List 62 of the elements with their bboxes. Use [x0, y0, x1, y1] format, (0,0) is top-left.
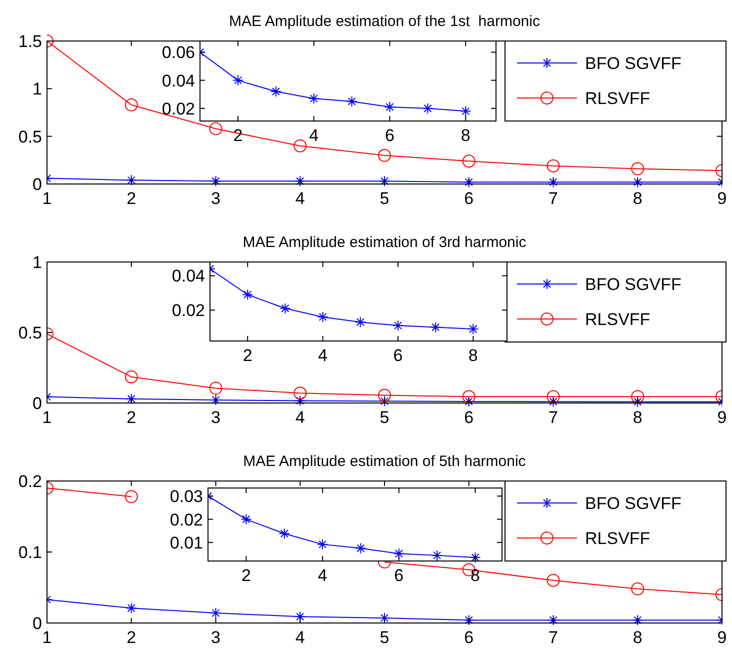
- legend-label: BFO SGVFF: [585, 494, 682, 513]
- y-tick-label: 1: [32, 80, 42, 99]
- x-tick-label: 5: [380, 628, 390, 647]
- x-tick-label: 6: [464, 628, 474, 647]
- x-tick-label: 9: [717, 408, 727, 427]
- y-tick-label: 0.04: [172, 266, 205, 286]
- x-tick-label: 6: [385, 126, 394, 145]
- chart-title: MAE Amplitude estimation of 3rd harmonic: [242, 234, 527, 251]
- legend-label: RLSVFF: [585, 310, 650, 329]
- y-tick-label: 0.2: [18, 472, 42, 491]
- chart-title: MAE Amplitude estimation of 5th harmonic: [243, 453, 526, 470]
- y-tick-label: 0.04: [162, 71, 195, 90]
- x-tick-label: 8: [632, 408, 642, 427]
- y-tick-label: 0: [32, 175, 42, 194]
- legend-label: RLSVFF: [585, 89, 650, 108]
- x-tick-label: 8: [632, 189, 642, 208]
- y-tick-label: 1.5: [18, 32, 42, 51]
- x-tick-label: 3: [211, 408, 220, 427]
- x-tick-label: 8: [632, 628, 642, 647]
- x-tick-label: 7: [548, 628, 558, 647]
- x-tick-label: 8: [460, 126, 470, 145]
- y-tick-label: 0: [32, 394, 42, 413]
- y-tick-label: 0.03: [170, 487, 203, 506]
- y-tick-label: 0.5: [18, 324, 42, 342]
- x-tick-label: 2: [242, 346, 252, 365]
- x-tick-label: 7: [548, 408, 558, 427]
- y-tick-label: 0.02: [162, 99, 195, 118]
- x-tick-label: 6: [393, 346, 403, 365]
- y-tick-label: 0.06: [162, 43, 195, 62]
- x-tick-label: 6: [464, 189, 474, 208]
- legend-label: BFO SGVFF: [585, 275, 682, 294]
- y-tick-label: 0: [32, 614, 42, 633]
- x-tick-label: 6: [464, 408, 474, 427]
- x-tick-label: 4: [318, 346, 328, 365]
- x-tick-label: 4: [295, 408, 305, 427]
- y-tick-label: 0.02: [170, 510, 203, 530]
- x-tick-label: 2: [126, 628, 136, 647]
- x-tick-label: 2: [241, 566, 251, 585]
- legend-label: RLSVFF: [585, 529, 650, 548]
- x-tick-label: 9: [717, 628, 727, 647]
- x-tick-label: 5: [380, 408, 390, 427]
- x-tick-label: 2: [126, 189, 136, 208]
- x-tick-label: 5: [380, 189, 390, 208]
- x-tick-label: 2: [126, 408, 136, 427]
- x-tick-label: 3: [211, 628, 220, 647]
- y-tick-label: 0.5: [18, 127, 42, 146]
- x-tick-label: 8: [470, 566, 480, 585]
- x-tick-label: 8: [468, 346, 478, 365]
- x-tick-label: 9: [717, 189, 727, 208]
- x-tick-label: 3: [211, 189, 220, 208]
- x-tick-label: 6: [394, 566, 404, 585]
- y-tick-label: 0.02: [172, 301, 205, 320]
- x-tick-label: 4: [309, 126, 319, 145]
- y-tick-label: 0.1: [18, 543, 42, 562]
- x-tick-label: 4: [295, 189, 305, 208]
- chart-title: MAE Amplitude estimation of the 1st harmonic: [229, 13, 540, 30]
- legend-label: BFO SGVFF: [585, 54, 682, 73]
- x-tick-label: 7: [548, 189, 558, 208]
- x-tick-label: 4: [295, 628, 305, 647]
- y-tick-label: 1: [32, 253, 42, 272]
- x-tick-label: 4: [318, 566, 328, 585]
- y-tick-label: 0.01: [170, 533, 203, 552]
